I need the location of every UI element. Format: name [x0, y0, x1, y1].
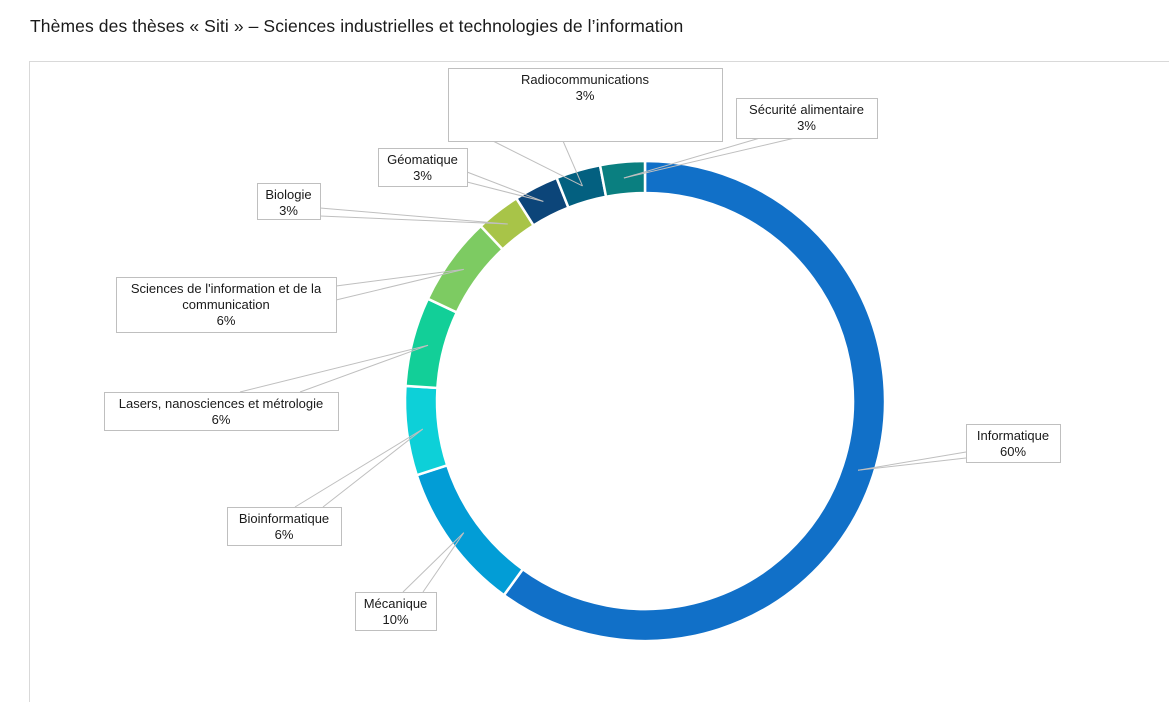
chart-title: Thèmes des thèses « Siti » – Sciences in…: [30, 16, 684, 36]
label-box: [227, 507, 342, 546]
slice-name: Biologie: [265, 187, 311, 202]
leader-line: [239, 344, 429, 393]
slice-name: communication: [182, 297, 269, 312]
leader-line: [422, 532, 465, 593]
slice-8: [598, 159, 647, 199]
slice-name: Sciences de l'information et de la: [131, 281, 322, 296]
slice-percent: 6%: [275, 527, 294, 542]
leader-line: [299, 344, 429, 393]
leader-line: [623, 137, 761, 179]
slice-name: Sécurité alimentaire: [749, 102, 864, 117]
leader-line: [857, 457, 967, 471]
leader-line: [294, 428, 424, 508]
label-box: [104, 392, 339, 431]
label-box: [448, 68, 723, 142]
slice-name: Bioinformatique: [239, 511, 329, 526]
label-box: [355, 592, 437, 631]
slice-percent: 3%: [797, 118, 816, 133]
leader-line: [319, 207, 508, 225]
slice-1: [415, 463, 525, 597]
leader-line: [492, 140, 583, 187]
slice-name: Géomatique: [387, 152, 458, 167]
slice-0: [502, 159, 887, 643]
leader-line: [402, 532, 465, 593]
label-box: [736, 98, 878, 139]
slice-percent: 3%: [413, 168, 432, 183]
slice-percent: 6%: [212, 412, 231, 427]
slice-name: Radiocommunications: [521, 72, 649, 87]
label-box: [378, 148, 468, 187]
slice-name: Lasers, nanosciences et métrologie: [119, 396, 324, 411]
slice-3: [404, 297, 459, 390]
leader-line: [335, 268, 464, 287]
slice-name: Mécanique: [364, 596, 428, 611]
slice-percent: 10%: [382, 612, 408, 627]
slice-percent: 60%: [1000, 444, 1026, 459]
leader-line: [466, 171, 544, 202]
label-box: [116, 277, 337, 333]
leader-line: [466, 181, 544, 202]
leader-line: [562, 140, 583, 187]
slice-percent: 3%: [576, 88, 595, 103]
leader-line: [322, 428, 424, 508]
leader-line: [319, 215, 508, 225]
data-label-4: Sciences de l'information et de lacommun…: [116, 268, 464, 333]
label-box: [966, 424, 1061, 463]
leader-line: [623, 137, 796, 179]
slice-percent: 6%: [217, 313, 236, 328]
leader-line: [335, 268, 464, 301]
slice-2: [403, 384, 449, 477]
slice-percent: 3%: [279, 203, 298, 218]
slice-name: Informatique: [977, 428, 1049, 443]
chart-frame: [29, 61, 1169, 702]
leader-line: [857, 451, 967, 471]
label-box: [257, 183, 321, 220]
